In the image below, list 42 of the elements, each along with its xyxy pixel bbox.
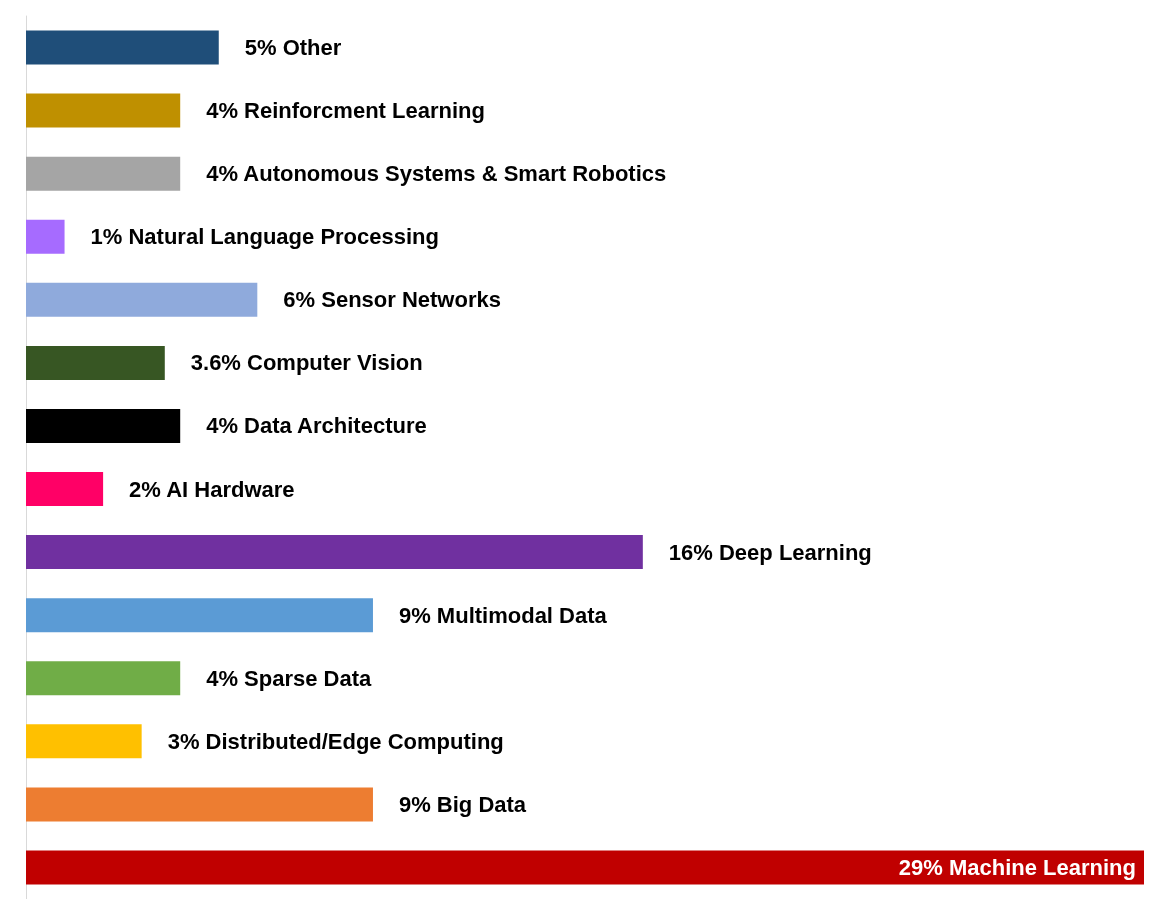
bar (26, 282, 258, 317)
y-tick-label: Other (276, 35, 342, 61)
y-tick-label: Data Architecture (238, 413, 427, 439)
bar (26, 598, 373, 633)
data-label: 5% (244, 35, 277, 61)
bar (26, 472, 104, 507)
y-tick-label: Deep Learning (712, 539, 872, 565)
data-label: 4% (206, 161, 238, 187)
data-label: 3% (167, 728, 200, 754)
data-label: 9% (398, 791, 431, 817)
y-tick-label: Sparse Data (238, 665, 373, 691)
bar (26, 408, 181, 443)
y-tick-label: Machine Learning (942, 854, 1136, 880)
y-tick-label: Multimodal Data (430, 602, 608, 628)
data-label: 29% (898, 854, 943, 880)
data-label: 4% (206, 413, 238, 439)
bar (26, 93, 181, 128)
bar (26, 219, 65, 254)
bar (26, 661, 181, 696)
bar (26, 535, 643, 570)
bar (26, 724, 142, 759)
bar (26, 30, 219, 65)
y-tick-label: Computer Vision (240, 350, 423, 376)
y-tick-label: Natural Language Processing (122, 224, 439, 250)
data-label: 4% (206, 98, 238, 124)
bar (26, 850, 1144, 885)
y-tick-label: Reinforcment Learning (238, 98, 485, 124)
y-tick-label: AI Hardware (160, 476, 295, 502)
bar (26, 156, 181, 191)
data-label: 6% (283, 287, 316, 313)
y-tick-label: Distributed/Edge Computing (199, 728, 504, 754)
data-label: 3.6% (190, 350, 241, 376)
data-label: 16% (668, 539, 713, 565)
y-tick-label: Sensor Networks (315, 287, 501, 313)
bar (26, 787, 373, 822)
data-label: 2% (129, 476, 161, 502)
data-label: 4% (206, 665, 238, 691)
y-tick-label: Big Data (430, 791, 527, 817)
bar (26, 345, 165, 380)
data-label: 1% (90, 224, 123, 250)
data-label: 9% (398, 602, 431, 628)
y-tick-label: Autonomous Systems & Smart Robotics (238, 161, 667, 187)
